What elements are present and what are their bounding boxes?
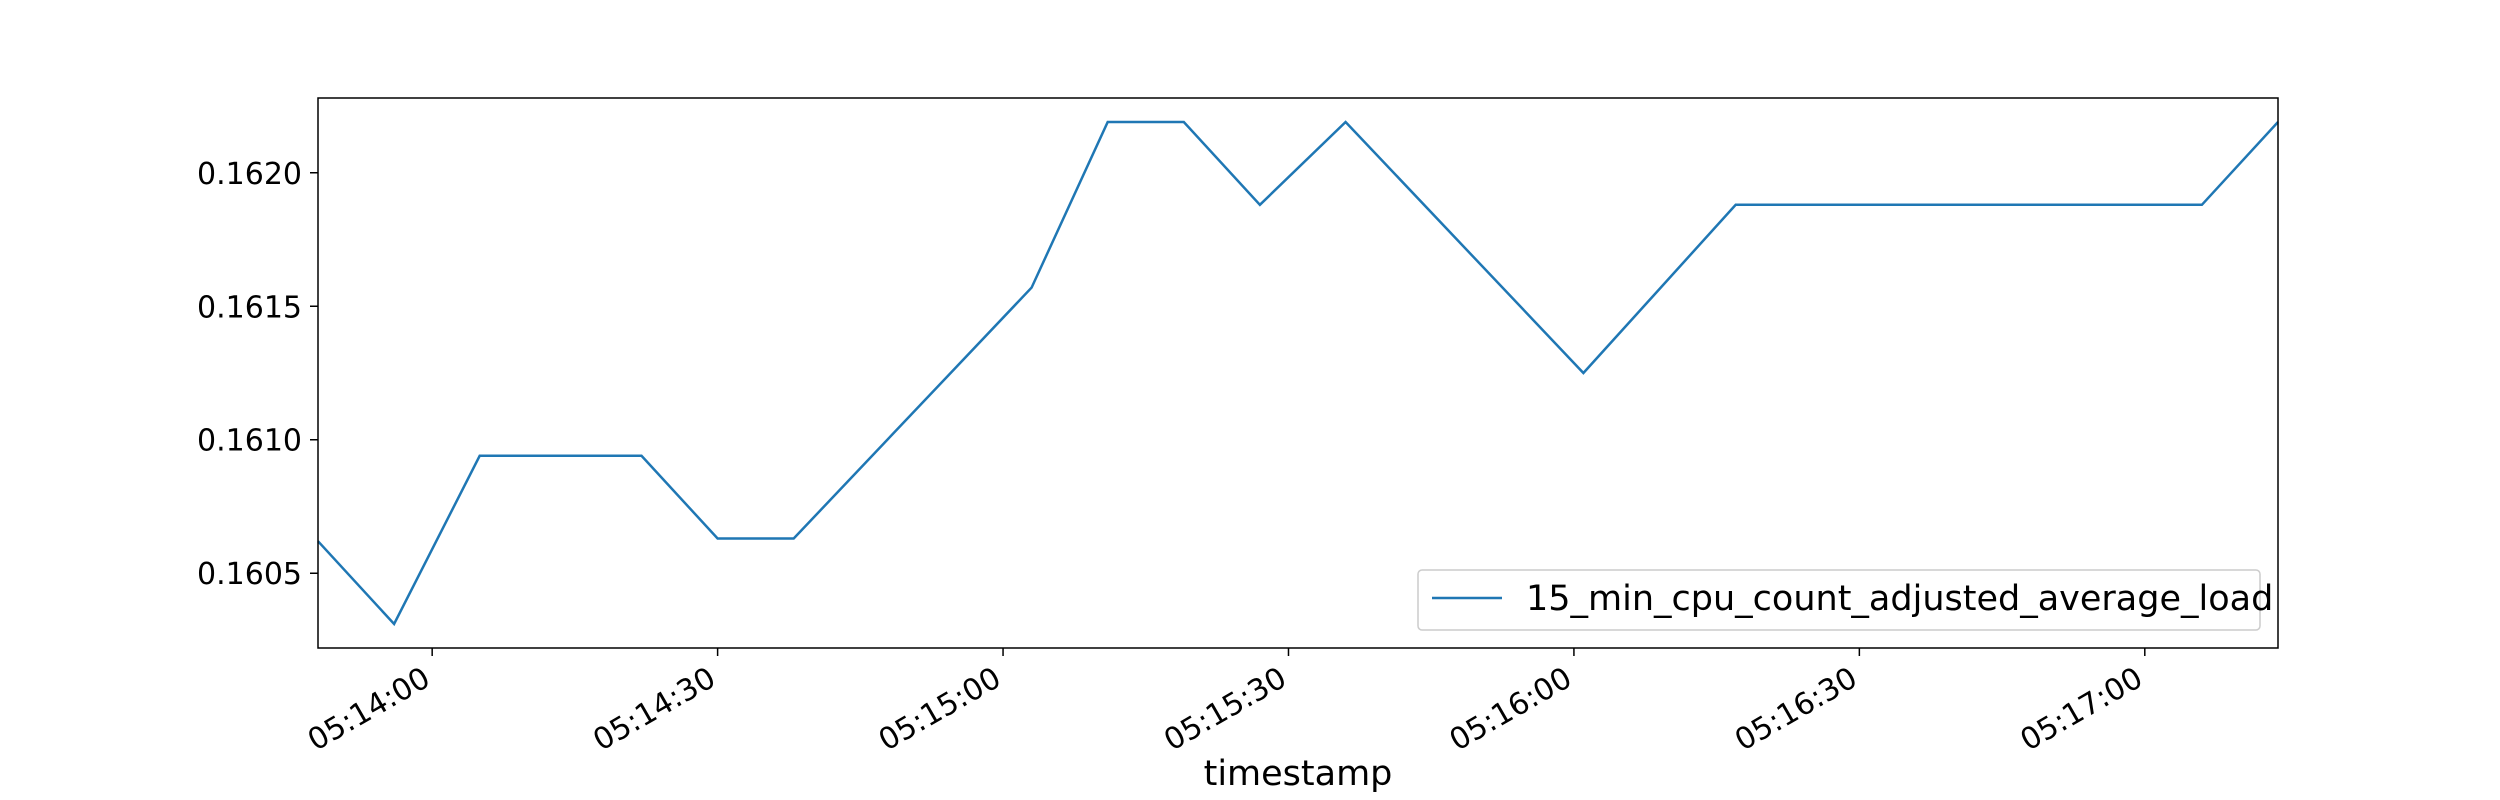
x-tick-label: 05:17:00	[2015, 661, 2149, 759]
x-axis-label: timestamp	[1204, 754, 1393, 794]
y-axis: 0.1605 0.1610 0.1615 0.1620	[197, 157, 318, 592]
x-tick-label: 05:14:00	[302, 661, 436, 759]
y-tick-label: 0.1620	[197, 157, 302, 192]
series-line	[317, 120, 2279, 627]
y-tick-label: 0.1610	[197, 424, 302, 459]
x-tick-label: 05:16:00	[1444, 661, 1578, 759]
y-tick-label: 0.1605	[197, 557, 302, 592]
y-tick-label: 0.1615	[197, 290, 302, 325]
x-axis: 05:14:00 05:14:30 05:15:00 05:15:30 05:16:00…	[302, 648, 2149, 758]
x-tick-label: 05:15:30	[1158, 661, 1292, 759]
series-layer	[317, 120, 2279, 627]
x-tick-label: 05:15:00	[873, 661, 1007, 759]
plot-area	[318, 98, 2278, 648]
legend-label: 15_min_cpu_count_adjusted_average_load	[1526, 579, 2273, 619]
x-tick-label: 05:16:30	[1729, 661, 1863, 759]
legend-box	[1417, 569, 2261, 631]
legend: 15_min_cpu_count_adjusted_average_load	[1417, 569, 2273, 631]
plot-frame	[317, 97, 2279, 649]
x-tick-label: 05:14:30	[587, 661, 721, 759]
